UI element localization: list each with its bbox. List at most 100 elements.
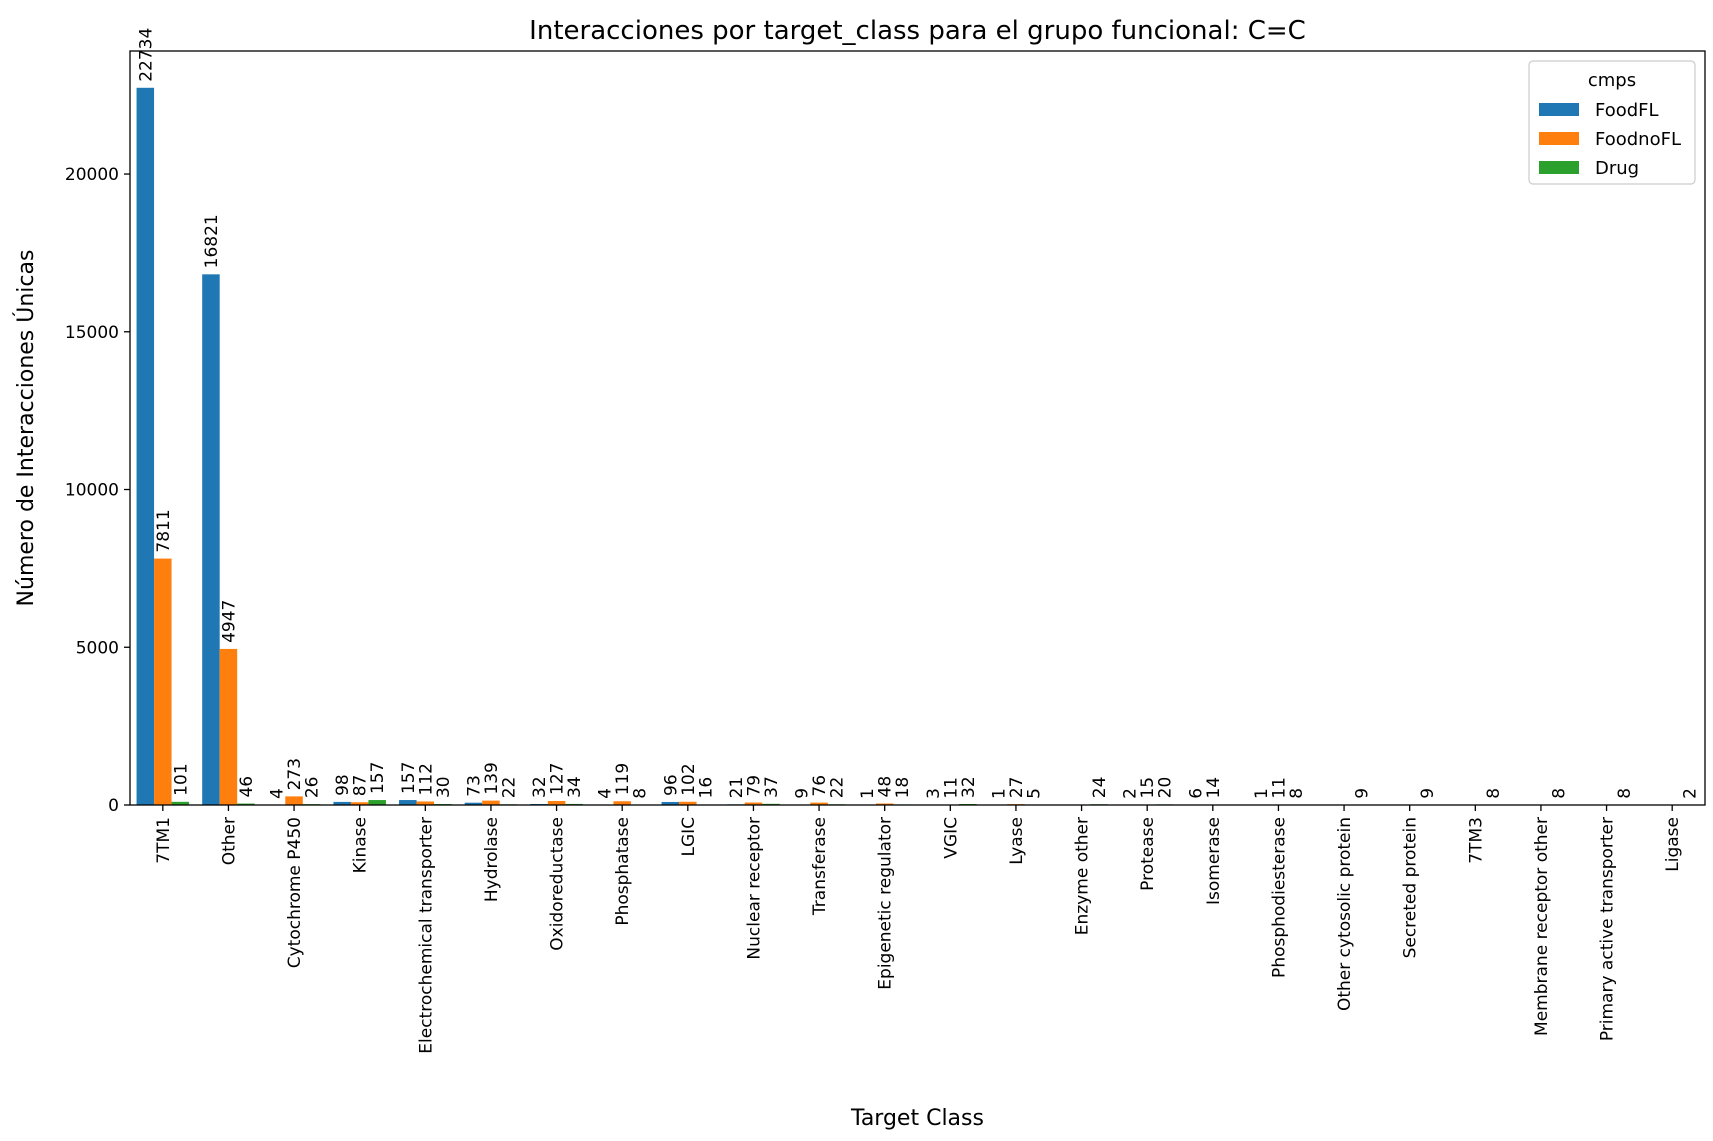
legend-box bbox=[1528, 60, 1696, 185]
x-tick-label-kinase: Kinase bbox=[351, 817, 371, 873]
x-tick-label-secreted-protein: Secreted protein bbox=[1401, 817, 1421, 958]
bar-label-drug-oxidoreductase: 34 bbox=[565, 776, 585, 798]
bar-label-drug-7tm3: 8 bbox=[1484, 788, 1504, 799]
y-tick-label-5000: 5000 bbox=[76, 638, 119, 658]
x-tick-label-7tm1: 7TM1 bbox=[154, 817, 174, 864]
x-tick-label-other-cytosolic-protein: Other cytosolic protein bbox=[1335, 817, 1355, 1011]
x-tick-label-protease: Protease bbox=[1138, 817, 1158, 891]
y-tick-label-15000: 15000 bbox=[65, 323, 119, 343]
bar-label-drug-membrane-receptor-other: 8 bbox=[1549, 788, 1569, 799]
bar-label-foodnofl-transferase: 76 bbox=[810, 775, 830, 797]
bar-label-foodnofl-phosphodiesterase: 11 bbox=[1269, 777, 1289, 799]
bar-label-foodnofl-vgic: 11 bbox=[941, 777, 961, 799]
bar-label-foodfl-protease: 2 bbox=[1121, 788, 1141, 799]
bar-label-drug-other-cytosolic-protein: 9 bbox=[1353, 788, 1373, 799]
x-tick-label-other: Other bbox=[219, 817, 239, 865]
bar-label-foodfl-7tm1: 22734 bbox=[136, 28, 156, 82]
x-tick-label-lyase: Lyase bbox=[1007, 817, 1027, 865]
bar-label-drug-electrochemical-transporter: 30 bbox=[434, 776, 454, 798]
y-tick-label-0: 0 bbox=[108, 796, 119, 816]
x-tick-label-electrochemical-transporter: Electrochemical transporter bbox=[416, 817, 436, 1054]
bar-label-drug-ligase: 2 bbox=[1681, 788, 1701, 799]
bar-label-drug-secreted-protein: 9 bbox=[1418, 788, 1438, 799]
bar-foodfl-7tm1 bbox=[136, 87, 155, 806]
x-tick-label-enzyme-other: Enzyme other bbox=[1073, 817, 1093, 935]
bar-foodnofl-transferase bbox=[810, 802, 828, 805]
bar-label-foodnofl-cytochrome-p450: 273 bbox=[285, 758, 305, 790]
legend-title: cmps bbox=[1588, 70, 1636, 91]
bar-label-drug-protease: 20 bbox=[1156, 777, 1176, 799]
bar-label-foodfl-isomerase: 6 bbox=[1186, 788, 1206, 799]
bar-label-foodnofl-other: 4947 bbox=[219, 600, 239, 643]
bar-label-foodfl-other: 16821 bbox=[202, 214, 222, 268]
x-tick-label-phosphatase: Phosphatase bbox=[613, 817, 633, 926]
bar-label-foodfl-kinase: 98 bbox=[333, 774, 353, 796]
bar-label-foodnofl-kinase: 87 bbox=[351, 775, 371, 797]
bar-label-drug-epigenetic-regulator: 18 bbox=[893, 777, 913, 799]
x-tick-label-cytochrome-p450: Cytochrome P450 bbox=[285, 817, 305, 968]
bar-label-drug-lyase: 5 bbox=[1024, 788, 1044, 799]
bar-foodfl-lgic bbox=[661, 801, 680, 805]
x-tick-label-phosphodiesterase: Phosphodiesterase bbox=[1269, 817, 1289, 978]
bar-foodnofl-oxidoreductase bbox=[547, 800, 566, 805]
bar-foodfl-other bbox=[202, 274, 220, 806]
bar-label-foodfl-nuclear-receptor: 21 bbox=[727, 777, 747, 799]
bar-label-foodnofl-electrochemical-transporter: 112 bbox=[416, 763, 436, 795]
bar-label-foodfl-electrochemical-transporter: 157 bbox=[399, 762, 419, 794]
bar-label-foodnofl-nuclear-receptor: 79 bbox=[744, 775, 764, 797]
bar-label-foodnofl-lgic: 102 bbox=[679, 763, 699, 795]
x-tick-label-ligase: Ligase bbox=[1663, 817, 1683, 872]
bar-label-drug-vgic: 32 bbox=[959, 776, 979, 798]
bar-drug-kinase bbox=[368, 800, 386, 805]
bar-label-drug-primary-active-transporter: 8 bbox=[1615, 788, 1635, 799]
bar-foodnofl-epigenetic-regulator bbox=[875, 803, 894, 805]
legend-label-drug: Drug bbox=[1595, 158, 1639, 179]
bar-drug-other bbox=[237, 803, 255, 805]
bar-foodnofl-other bbox=[219, 648, 238, 805]
bar-label-foodnofl-epigenetic-regulator: 48 bbox=[876, 776, 896, 798]
legend-swatch-drug bbox=[1539, 161, 1579, 174]
bar-label-drug-kinase: 157 bbox=[368, 762, 388, 794]
bar-foodnofl-electrochemical-transporter bbox=[416, 801, 435, 805]
y-tick-label-20000: 20000 bbox=[65, 165, 119, 185]
y-tick-label-10000: 10000 bbox=[65, 481, 119, 501]
x-tick-label-transferase: Transferase bbox=[810, 817, 830, 916]
bar-label-foodfl-lyase: 1 bbox=[989, 788, 1009, 799]
bar-drug-7tm1 bbox=[171, 801, 190, 805]
bar-foodnofl-phosphatase bbox=[613, 801, 631, 805]
bar-foodfl-hydrolase bbox=[464, 802, 483, 805]
bar-label-foodnofl-protease: 15 bbox=[1138, 777, 1158, 799]
x-tick-label-hydrolase: Hydrolase bbox=[482, 817, 502, 902]
x-tick-label-epigenetic-regulator: Epigenetic regulator bbox=[876, 817, 896, 990]
bar-label-foodnofl-phosphatase: 119 bbox=[613, 763, 633, 795]
bar-label-drug-other: 46 bbox=[237, 776, 257, 798]
y-axis-title: Número de Interacciones Únicas bbox=[13, 250, 39, 607]
x-tick-label-lgic: LGIC bbox=[679, 817, 699, 857]
bar-label-foodfl-phosphatase: 4 bbox=[596, 788, 616, 799]
bar-label-drug-phosphodiesterase: 8 bbox=[1287, 788, 1307, 799]
bar-label-foodfl-lgic: 96 bbox=[661, 774, 681, 796]
bar-foodfl-electrochemical-transporter bbox=[399, 800, 417, 805]
bar-label-drug-nuclear-receptor: 37 bbox=[762, 776, 782, 798]
bar-label-foodfl-hydrolase: 73 bbox=[464, 775, 484, 797]
x-tick-label-nuclear-receptor: Nuclear receptor bbox=[744, 817, 764, 960]
x-tick-label-oxidoreductase: Oxidoreductase bbox=[548, 817, 568, 951]
x-tick-label-7tm3: 7TM3 bbox=[1466, 817, 1486, 864]
chart-title: Interacciones por target_class para el g… bbox=[529, 16, 1306, 46]
bar-foodnofl-cytochrome-p450 bbox=[285, 796, 303, 805]
bar-foodnofl-lgic bbox=[679, 801, 697, 805]
bar-label-drug-7tm1: 101 bbox=[171, 763, 191, 795]
bar-foodnofl-nuclear-receptor bbox=[744, 802, 763, 805]
bar-foodnofl-hydrolase bbox=[482, 800, 500, 805]
x-tick-label-isomerase: Isomerase bbox=[1204, 817, 1224, 905]
plot-frame bbox=[129, 50, 1706, 806]
bar-label-foodfl-oxidoreductase: 32 bbox=[530, 776, 550, 798]
bar-label-drug-enzyme-other: 24 bbox=[1090, 777, 1110, 799]
x-tick-label-vgic: VGIC bbox=[941, 817, 961, 859]
bar-foodnofl-kinase bbox=[350, 802, 369, 805]
legend-swatch-foodfl bbox=[1539, 103, 1579, 116]
legend-label-foodfl: FoodFL bbox=[1595, 100, 1659, 121]
bar-label-foodfl-epigenetic-regulator: 1 bbox=[858, 788, 878, 799]
